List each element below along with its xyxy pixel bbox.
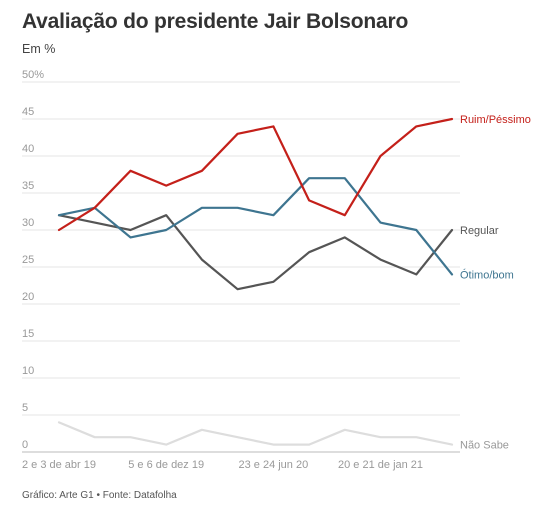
- chart-subtitle: Em %: [22, 42, 56, 56]
- y-tick-label: 20: [22, 291, 34, 303]
- y-tick-label: 30: [22, 217, 34, 229]
- y-tick-label: 5: [22, 402, 28, 414]
- series-line: [57, 421, 454, 446]
- y-tick-label: 15: [22, 328, 34, 340]
- x-tick-label: 2 e 3 de abr 19: [22, 459, 96, 471]
- y-tick-label: 50%: [22, 69, 44, 81]
- y-tick-label: 25: [22, 254, 34, 266]
- x-tick-label: 20 e 21 de jan 21: [338, 459, 423, 471]
- chart-title: Avaliação do presidente Jair Bolsonaro: [22, 10, 409, 33]
- y-tick-label: 45: [22, 106, 34, 118]
- series-line: [57, 117, 454, 232]
- y-tick-label: 35: [22, 180, 34, 192]
- x-tick-label: 23 e 24 jun 20: [238, 459, 308, 471]
- series-label: Ótimo/bom: [460, 268, 514, 281]
- series-label: Ruim/Péssimo: [460, 114, 531, 126]
- series-label: Regular: [460, 225, 499, 237]
- series-line: [57, 177, 454, 276]
- series-line: [57, 214, 454, 291]
- y-tick-label: 10: [22, 365, 34, 377]
- x-tick-label: 5 e 6 de dez 19: [128, 459, 204, 471]
- source-note: Gráfico: Arte G1 • Fonte: Datafolha: [22, 490, 177, 501]
- y-tick-label: 0: [22, 439, 28, 451]
- series-label: Não Sabe: [460, 440, 509, 452]
- y-tick-label: 40: [22, 143, 34, 155]
